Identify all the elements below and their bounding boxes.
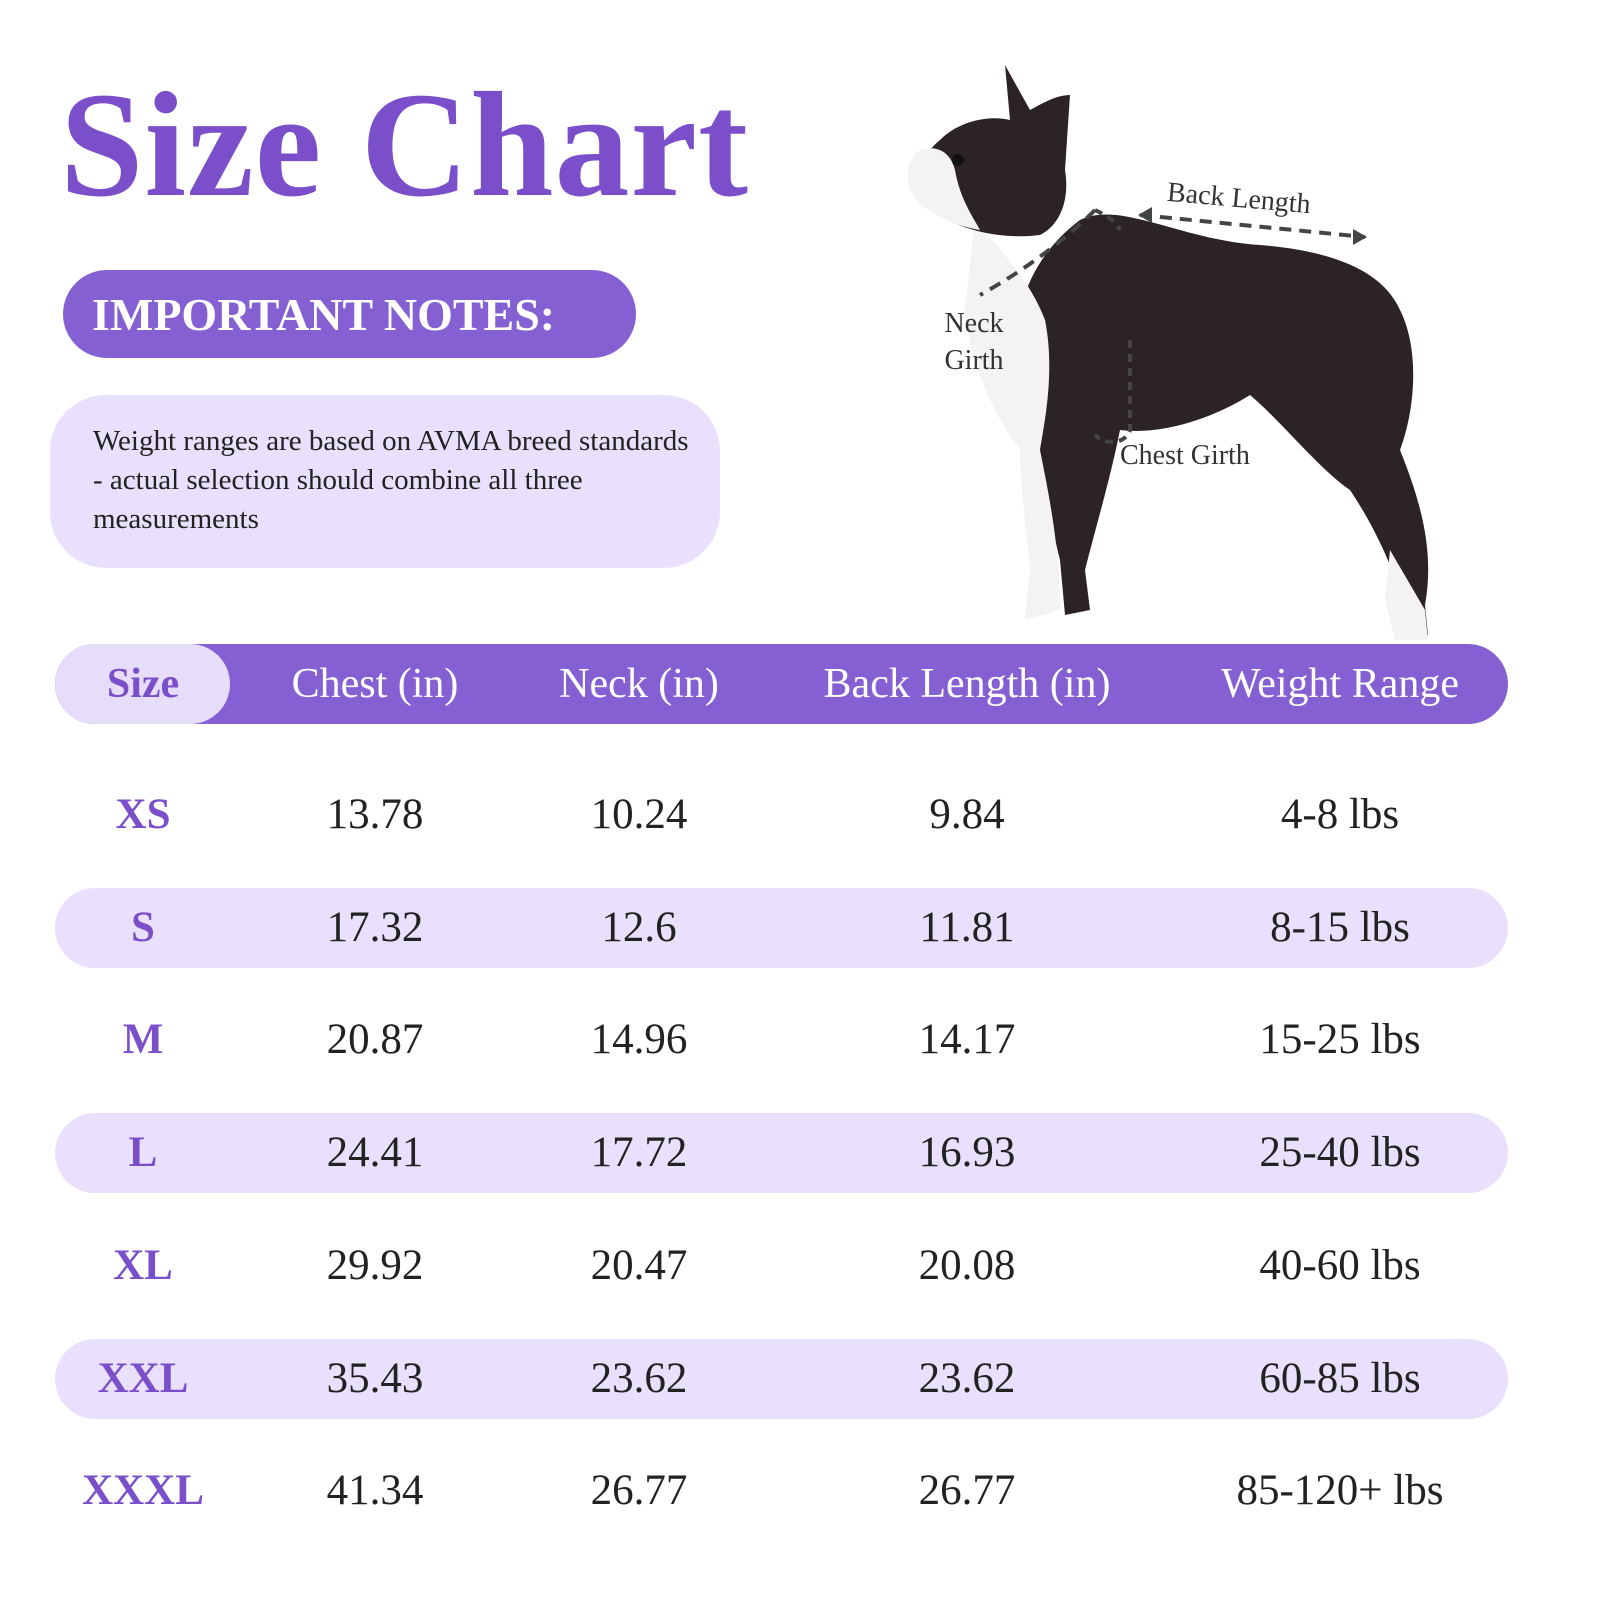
value-cell: 8-15 lbs <box>1270 903 1410 951</box>
size-cell: XS <box>115 791 171 838</box>
column-header: Back Length (in) <box>823 661 1111 707</box>
value-cell: 11.81 <box>919 903 1015 951</box>
size-cell: S <box>131 903 155 951</box>
notes-box <box>50 395 720 568</box>
value-cell: 14.96 <box>590 1016 688 1064</box>
value-cell: 23.62 <box>590 1354 688 1402</box>
notes-text: Weight ranges are based on AVMA breed st… <box>93 425 689 535</box>
neck-girth-label: Neck Girth <box>944 308 1004 376</box>
value-cell: 23.62 <box>918 1354 1016 1402</box>
value-cell: 15-25 lbs <box>1259 1016 1421 1064</box>
table-header-size-cell <box>55 644 230 724</box>
value-cell: 16.93 <box>918 1129 1016 1177</box>
value-cell: 35.43 <box>326 1354 424 1402</box>
row-band <box>55 1338 1508 1419</box>
value-cell: 25-40 lbs <box>1259 1129 1421 1177</box>
value-cell: 4-8 lbs <box>1280 791 1400 838</box>
table-header <box>55 644 1508 724</box>
value-cell: 20.08 <box>918 1241 1016 1289</box>
size-cell: L <box>128 1129 158 1177</box>
value-cell: 10.24 <box>590 791 688 838</box>
value-cell: 13.78 <box>326 791 424 838</box>
row-band <box>55 887 1508 968</box>
value-cell: 9.84 <box>929 791 1005 838</box>
value-cell: 60-85 lbs <box>1259 1354 1421 1402</box>
value-cell: 17.72 <box>590 1129 688 1177</box>
value-cell: 40-60 lbs <box>1259 1241 1421 1289</box>
value-cell: 29.92 <box>326 1241 424 1289</box>
notes-pill <box>63 270 636 358</box>
value-cell: 85-120+ lbs <box>1236 1467 1444 1515</box>
value-cell: 20.47 <box>590 1241 688 1289</box>
value-cell: 24.41 <box>326 1129 424 1177</box>
value-cell: 26.77 <box>918 1467 1016 1515</box>
column-header: Chest (in) <box>291 661 459 707</box>
column-header: Size <box>106 661 180 707</box>
title: Size Chart <box>60 62 750 228</box>
size-cell: XXXL <box>82 1467 204 1515</box>
size-cell: M <box>122 1016 164 1064</box>
value-cell: 12.6 <box>601 903 677 951</box>
notes-heading: IMPORTANT NOTES: <box>92 289 556 340</box>
value-cell: 20.87 <box>326 1016 424 1064</box>
value-cell: 41.34 <box>326 1467 424 1515</box>
size-cell: XXL <box>97 1354 189 1402</box>
row-band <box>55 1113 1508 1194</box>
size-cell: XL <box>113 1241 173 1289</box>
value-cell: 14.17 <box>918 1016 1016 1064</box>
column-header: Neck (in) <box>559 661 719 707</box>
chest-girth-label: Chest Girth <box>1120 440 1250 471</box>
value-cell: 17.32 <box>326 903 424 951</box>
dog-illustration <box>907 65 1429 640</box>
column-header: Weight Range <box>1220 661 1460 707</box>
value-cell: 26.77 <box>590 1467 688 1515</box>
